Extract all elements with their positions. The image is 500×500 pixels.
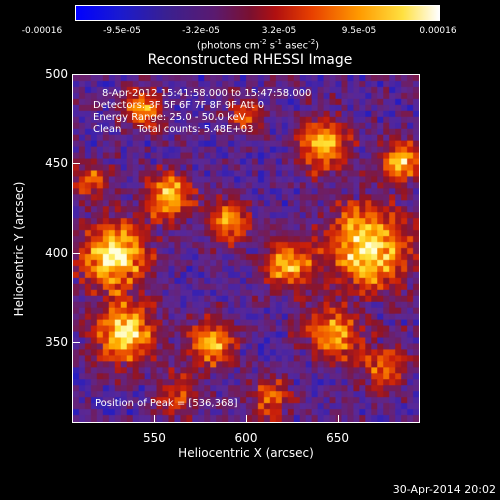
annotation-clean-counts: Clean Total counts: 5.48E+03 [93, 124, 254, 135]
y-axis-label: Heliocentric Y (arcsec) [12, 181, 26, 317]
annotation-time-range: 8-Apr-2012 15:41:58.000 to 15:47:58.000 [102, 88, 312, 99]
x-tick-label: 600 [234, 431, 258, 445]
colorbar-tick-label: 9.5e-05 [341, 26, 377, 36]
colorbar-tick-label: -3.2e-05 [182, 26, 220, 36]
y-tick-label: 350 [45, 335, 68, 350]
y-tick-mark [73, 252, 80, 254]
colorbar-units-label: (photons cm-2 s-1 asec-2) [196, 38, 320, 52]
x-tick-mark [154, 415, 156, 422]
annotation-energy-range: Energy Range: 25.0 - 50.0 keV [93, 112, 246, 123]
x-tick-mark [337, 415, 339, 422]
y-tick-mark [73, 342, 80, 344]
timestamp-footer: 30-Apr-2014 20:02 [392, 483, 496, 496]
x-tick-mark [246, 415, 247, 422]
x-axis-label: Heliocentric X (arcsec) [178, 446, 314, 460]
y-tick-label: 500 [45, 67, 68, 81]
y-tick-label: 400 [45, 245, 68, 260]
colorbar [75, 5, 440, 21]
y-tick-mark [73, 163, 80, 165]
plot-title: Reconstructed RHESSI Image [147, 52, 353, 68]
colorbar-tick-label: -0.00016 [21, 26, 63, 36]
x-tick-label: 550 [142, 431, 166, 445]
colorbar-tick-label: -9.5e-05 [103, 26, 141, 36]
colorbar-tick-label: 3.2e-05 [261, 26, 297, 36]
x-tick-label: 650 [326, 431, 350, 445]
y-tick-label: 450 [45, 156, 68, 171]
plot-area [72, 74, 420, 423]
annotation-detectors: Detectors: 3F 5F 6F 7F 8F 9F Att 0 [93, 100, 265, 111]
rhessi-image-map [73, 75, 419, 422]
annotation-peak-position: Position of Peak = [536,368] [95, 398, 238, 409]
colorbar-tick-label: 0.00016 [419, 26, 457, 36]
y-tick-mark [73, 74, 80, 75]
